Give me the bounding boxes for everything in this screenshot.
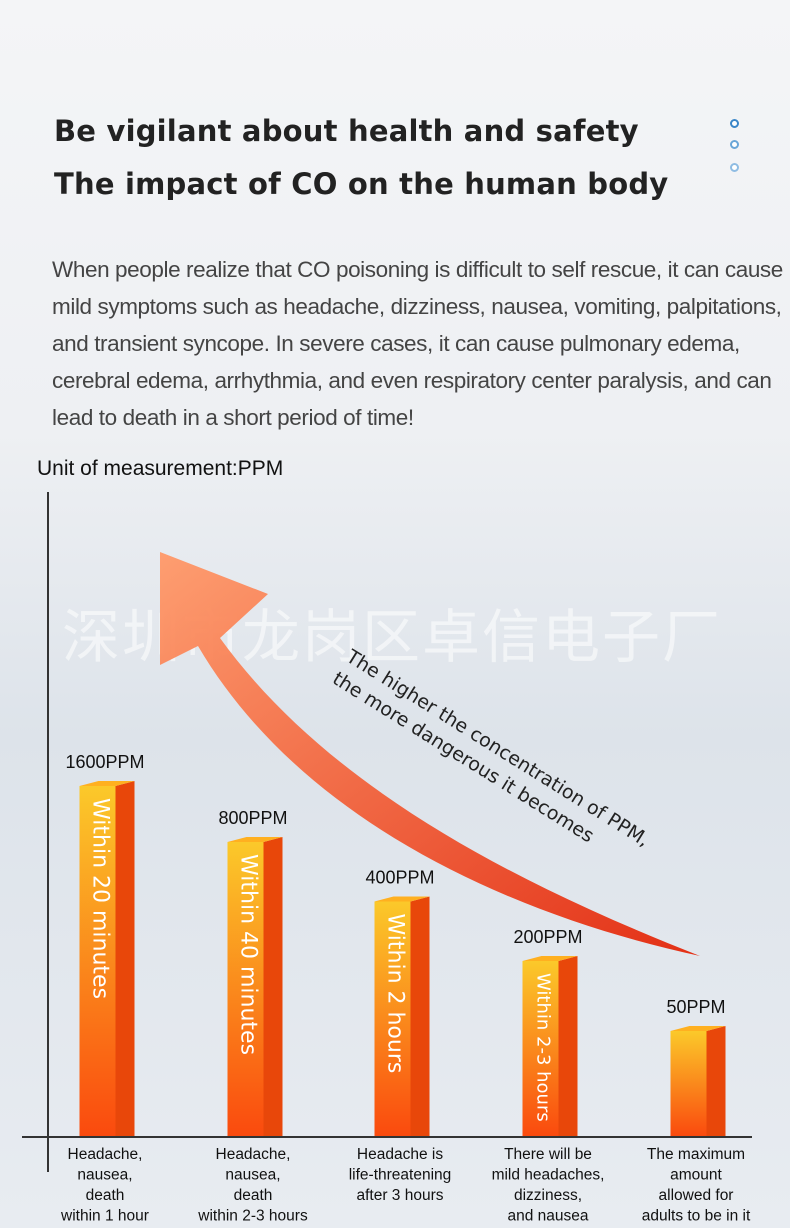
x-tick-label: Headache is xyxy=(357,1146,443,1163)
x-tick-label: amount xyxy=(670,1167,722,1184)
chart-axes xyxy=(22,492,752,1172)
bar-side xyxy=(410,896,430,1136)
bar xyxy=(227,837,283,1136)
x-tick-label: within 1 hour xyxy=(60,1208,149,1225)
x-tick-label: adults to be in it xyxy=(642,1208,751,1225)
x-tick-label: death xyxy=(86,1187,125,1204)
x-tick-label: within 2-3 hours xyxy=(197,1208,308,1225)
bar-front xyxy=(374,901,411,1136)
bar xyxy=(670,1026,726,1136)
bar-duration-label: Within 20 minutes xyxy=(88,798,113,999)
bar-group: 1600PPM Within 20 minutes Headache, nausea,… xyxy=(60,752,751,1225)
bar-side xyxy=(706,1026,726,1136)
bar-side xyxy=(115,781,135,1136)
x-tick-label: after 3 hours xyxy=(356,1187,443,1204)
bar-top xyxy=(522,956,578,961)
decor-dot-icon xyxy=(730,140,739,149)
decor-dot-icon xyxy=(730,163,739,172)
bar-value-label: 1600PPM xyxy=(65,752,144,772)
x-tick-label: nausea, xyxy=(225,1167,280,1184)
bar-front xyxy=(522,961,559,1136)
bar-duration-label: Within 2 hours xyxy=(383,914,408,1074)
bar-value-label: 200PPM xyxy=(513,927,582,947)
bar xyxy=(522,956,578,1136)
title-line-2: The impact of CO on the human body xyxy=(54,167,669,201)
bar-top xyxy=(227,837,283,842)
annotation: The higher the concentration of PPM, the… xyxy=(329,645,654,851)
bar-top xyxy=(374,896,430,902)
bar xyxy=(374,896,430,1136)
bar-front xyxy=(670,1031,707,1136)
x-tick-label: Headache, xyxy=(68,1146,143,1163)
x-tick-label: death xyxy=(234,1187,273,1204)
bar-duration-label: Within 40 minutes xyxy=(236,854,261,1055)
bar-side xyxy=(558,956,578,1136)
trend-arrow xyxy=(160,552,700,956)
title-line-1: Be vigilant about health and safety xyxy=(54,114,639,148)
decor-dot-icon xyxy=(730,119,739,128)
bar-front xyxy=(79,786,116,1136)
x-tick-label: The maximum xyxy=(647,1146,745,1163)
x-tick-label: and nausea xyxy=(507,1208,588,1225)
bar-value-label: 400PPM xyxy=(365,868,434,888)
bar-duration-label: Within 2-3 hours xyxy=(533,973,554,1122)
x-tick-label: allowed for xyxy=(659,1187,734,1204)
x-tick-label: mild headaches, xyxy=(492,1167,605,1184)
x-tick-label: There will be xyxy=(504,1146,592,1163)
bar-top xyxy=(79,781,135,786)
x-tick-label: life-threatening xyxy=(349,1167,452,1184)
unit-label: Unit of measurement:PPM xyxy=(37,457,284,480)
x-tick-label: dizziness, xyxy=(514,1187,582,1204)
bar-top xyxy=(670,1026,726,1031)
x-tick-label: nausea, xyxy=(77,1167,132,1184)
bar xyxy=(79,781,135,1136)
bar-front xyxy=(227,842,264,1136)
bar-side xyxy=(263,837,283,1136)
x-tick-label: Headache, xyxy=(216,1146,291,1163)
bar-value-label: 800PPM xyxy=(218,808,287,828)
bar-value-label: 50PPM xyxy=(666,997,725,1017)
intro-paragraph: When people realize that CO poisoning is… xyxy=(52,257,783,430)
